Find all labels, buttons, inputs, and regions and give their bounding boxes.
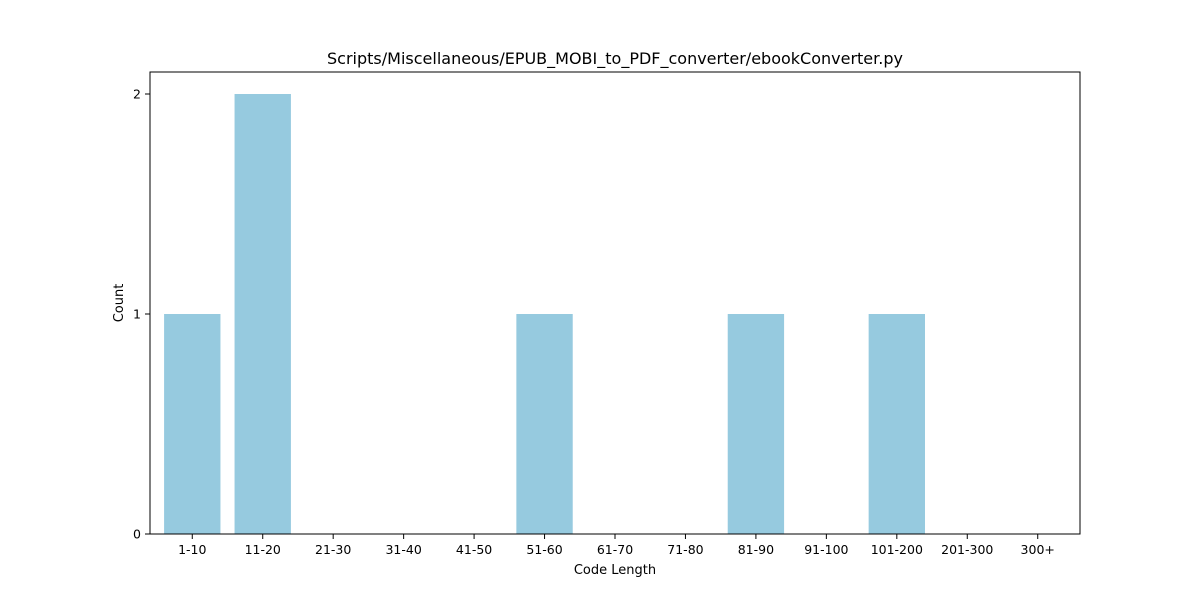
x-tick-label: 11-20: [245, 542, 281, 557]
x-tick-label: 201-300: [941, 542, 993, 557]
x-tick-label: 91-100: [804, 542, 848, 557]
y-tick-label: 1: [133, 307, 141, 322]
bar-101-200: [868, 314, 925, 534]
y-axis-ticks: 0 1 2: [133, 87, 150, 542]
bar-51-60: [516, 314, 573, 534]
x-tick-label: 81-90: [738, 542, 774, 557]
x-tick-label: 61-70: [597, 542, 633, 557]
x-tick-label: 51-60: [526, 542, 562, 557]
x-tick-label: 1-10: [178, 542, 206, 557]
bar-81-90: [727, 314, 785, 534]
x-tick-label: 31-40: [385, 542, 421, 557]
x-tick-label: 21-30: [315, 542, 351, 557]
bar-11-20: [234, 94, 291, 534]
bar-1-10: [164, 314, 221, 534]
y-tick-label: 0: [133, 527, 141, 542]
bars-group: [164, 94, 925, 534]
x-axis-label: Code Length: [574, 563, 656, 578]
y-axis-label: Count: [112, 284, 127, 323]
chart-title: Scripts/Miscellaneous/EPUB_MOBI_to_PDF_c…: [327, 49, 903, 69]
x-tick-label: 101-200: [871, 542, 923, 557]
x-tick-label: 41-50: [456, 542, 492, 557]
x-tick-label: 300+: [1021, 542, 1055, 557]
y-tick-label: 2: [133, 87, 141, 102]
x-tick-label: 71-80: [667, 542, 703, 557]
x-axis-ticks: 1-10 11-20 21-30 31-40 41-50 51-60 61-70 71-80 8…: [178, 534, 1055, 557]
